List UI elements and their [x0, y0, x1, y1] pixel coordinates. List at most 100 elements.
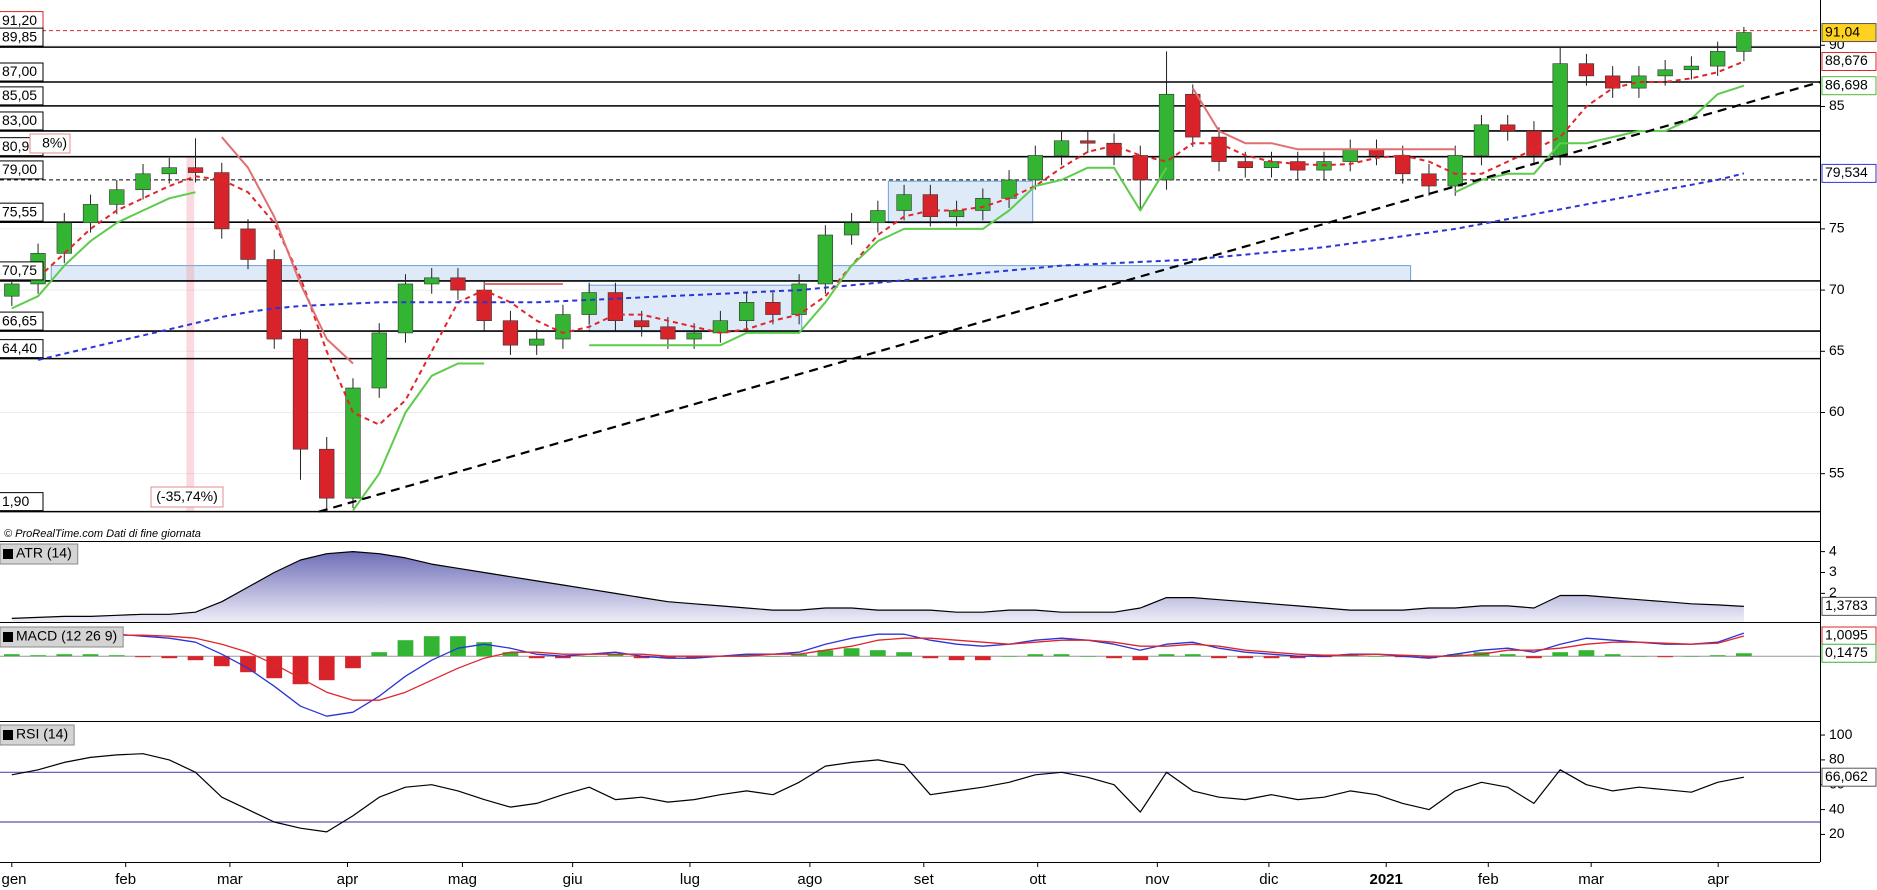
candle-body — [607, 292, 624, 321]
value-label: 79,534 — [1825, 164, 1868, 180]
histogram-bar — [1447, 654, 1464, 657]
level-label: 80,90 — [2, 138, 37, 154]
histogram-bar — [1526, 656, 1542, 659]
candle-body — [870, 210, 886, 224]
histogram-bar — [108, 655, 125, 657]
histogram-bar — [1211, 656, 1227, 659]
candle-body — [109, 189, 125, 205]
histogram-bar — [817, 650, 834, 657]
x-tick-label: feb — [1478, 871, 1499, 888]
value-label-box — [1821, 76, 1877, 96]
x-tick-label: feb — [115, 871, 136, 888]
histogram-bar — [213, 656, 230, 667]
candle-body — [1132, 155, 1148, 181]
candle-body — [738, 302, 755, 321]
y-tick-label: 60 — [1829, 403, 1845, 419]
histogram-bar — [476, 642, 493, 657]
series-line — [1454, 84, 1745, 194]
value-label-box — [1821, 51, 1877, 71]
level-label-box — [0, 311, 44, 331]
y-tick-label: 40 — [1829, 800, 1845, 816]
candle-body — [896, 194, 912, 211]
y-tick-label: 55 — [1829, 464, 1845, 480]
x-tick-label: apr — [1707, 871, 1729, 888]
candle-body — [82, 204, 99, 224]
panel-title: MACD (12 26 9) — [16, 628, 117, 644]
candle-body — [1158, 93, 1175, 181]
histogram-bar — [1552, 652, 1569, 657]
candle-body — [555, 314, 571, 340]
histogram-bar — [633, 656, 650, 659]
level-label-box — [0, 86, 44, 106]
series-line — [221, 136, 354, 365]
y-tick-label: 80 — [1829, 751, 1845, 767]
value-label: 1,0095 — [1825, 627, 1868, 643]
histogram-bar — [1132, 656, 1149, 661]
candle-body — [1578, 63, 1595, 77]
histogram-bar — [82, 654, 99, 657]
value-label: 86,698 — [1825, 76, 1868, 92]
histogram-bar — [187, 656, 204, 661]
histogram-bar — [1184, 654, 1201, 657]
histogram-bar — [1604, 654, 1621, 657]
candle-body — [161, 167, 177, 175]
level-label-box — [0, 27, 44, 47]
histogram-bar — [1079, 656, 1096, 657]
level-label: 85,05 — [2, 87, 37, 103]
histogram-bar — [292, 656, 309, 685]
histogram-bar — [1106, 656, 1122, 659]
level-label: 66,65 — [2, 312, 37, 328]
histogram-bar — [1578, 650, 1595, 657]
histogram-bar — [922, 656, 939, 659]
candle-body — [529, 338, 545, 346]
candle-body — [1605, 75, 1621, 89]
histogram-bar — [1657, 656, 1674, 658]
level-label: 89,85 — [2, 28, 37, 44]
rsi-line — [11, 753, 1745, 833]
value-label-box — [1821, 643, 1877, 663]
histogram-bar — [1736, 653, 1752, 657]
candle-body — [1106, 142, 1122, 156]
y-tick-label: 85 — [1829, 97, 1845, 113]
series-line — [11, 191, 196, 310]
y-tick-label: 20 — [1829, 825, 1845, 841]
histogram-bar — [686, 656, 703, 659]
level-label-box — [0, 492, 44, 512]
histogram-bar — [345, 656, 361, 669]
candle-body — [686, 332, 702, 340]
x-tick-label: dic — [1259, 871, 1279, 888]
histogram-bar — [1158, 654, 1175, 657]
value-label-box — [1821, 23, 1877, 43]
candle-body — [1526, 130, 1542, 156]
histogram-bar — [1421, 656, 1437, 659]
annotation: 8%) — [42, 135, 67, 151]
level-label-box — [0, 261, 44, 281]
histogram-bar — [1683, 656, 1700, 657]
level-label: 70,75 — [2, 262, 37, 278]
annotation-box — [29, 133, 71, 154]
y-tick-label: 3 — [1829, 563, 1837, 579]
level-label: 64,40 — [2, 340, 37, 356]
annotation: (-35,74%) — [156, 488, 217, 504]
candle-body — [371, 332, 387, 389]
candle-body — [1657, 69, 1673, 77]
histogram-bar — [765, 656, 781, 657]
histogram-bar — [371, 652, 388, 657]
candle-body — [634, 320, 650, 328]
value-label-box — [1821, 163, 1877, 183]
histogram-bar — [791, 654, 807, 657]
histogram-bar — [555, 656, 571, 659]
value-label: 66,062 — [1825, 768, 1868, 784]
level-label: 87,00 — [2, 63, 37, 79]
atr-line — [11, 551, 1744, 619]
candle-body — [1631, 75, 1647, 89]
value-label: 0,1475 — [1825, 644, 1868, 660]
histogram-bar — [1499, 654, 1516, 657]
x-tick-label: mar — [1578, 871, 1604, 888]
histogram-bar — [1237, 656, 1254, 659]
candle-body — [817, 234, 834, 285]
x-tick-label: mar — [217, 871, 243, 888]
histogram-bar — [1709, 655, 1726, 657]
candle-body — [660, 326, 676, 340]
candle-body — [975, 197, 991, 211]
